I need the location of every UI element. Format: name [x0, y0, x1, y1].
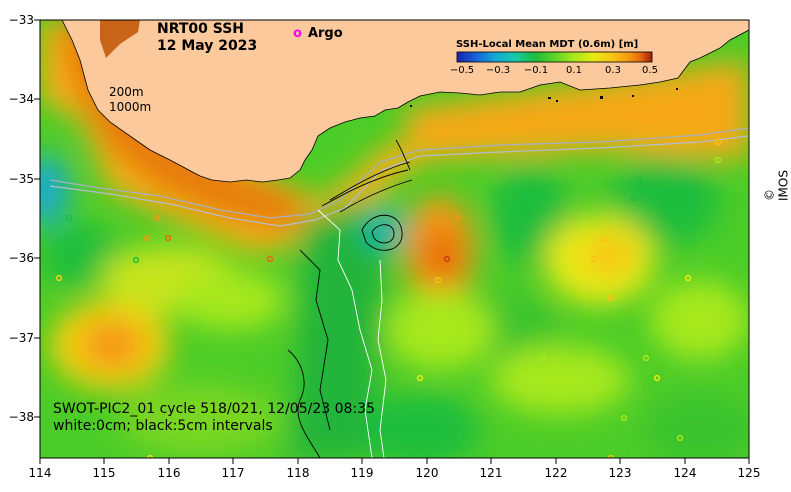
argo-legend-label: Argo — [307, 26, 343, 41]
colorbar-tick: −0.1 — [523, 65, 549, 76]
title-product: NRT00 SSH — [157, 21, 245, 37]
swot-footer: SWOT-PIC2_01 cycle 518/021, 12/05/23 08:… — [53, 401, 375, 435]
isobath-1000m-label: 1000m — [109, 100, 152, 114]
x-tick-label: 118 — [286, 466, 310, 480]
y-tick-label: −33 — [8, 13, 34, 27]
isobath-200m — [49, 127, 749, 219]
x-tick-label: 122 — [544, 466, 568, 480]
swot-pass-info: SWOT-PIC2_01 cycle 518/021, 12/05/23 08:… — [53, 401, 375, 417]
map-title: NRT00 SSH 12 May 2023 — [157, 21, 257, 55]
contour-legend: white:0cm; black:5cm intervals — [53, 418, 273, 434]
x-tick-label: 119 — [350, 466, 374, 480]
swot-contours — [287, 139, 413, 458]
coastline-detail — [410, 88, 678, 107]
x-tick-label: 116 — [157, 466, 181, 480]
x-tick-label: 114 — [28, 466, 52, 480]
isobath-labels: 200m 1000m — [109, 85, 151, 115]
x-tick-label: 124 — [673, 466, 697, 480]
argo-markers — [55, 138, 722, 458]
colorbar-bar — [456, 51, 653, 63]
colorbar-tick: −0.3 — [485, 65, 511, 76]
imos-credit: © IMOS 14-Sep-2025 06:44 Hobart — [762, 170, 791, 201]
x-tick-label: 120 — [415, 466, 439, 480]
colorbar-tick: 0.1 — [566, 65, 582, 76]
argo-legend: o Argo — [293, 26, 343, 41]
isobath-1000m — [49, 135, 749, 227]
colorbar-tick: 0.5 — [642, 65, 658, 76]
y-tick-label: −34 — [8, 92, 34, 106]
x-tick-label: 115 — [92, 466, 116, 480]
colorbar-tick: 0.3 — [605, 65, 621, 76]
colorbar-title: SSH-Local Mean MDT (0.6m) [m] — [456, 39, 639, 50]
y-tick-label: −36 — [8, 251, 34, 265]
plot-frame — [39, 19, 750, 459]
x-tick-label: 123 — [608, 466, 632, 480]
isobath-200m-label: 200m — [109, 85, 144, 99]
x-tick-label: 117 — [221, 466, 245, 480]
title-date: 12 May 2023 — [157, 38, 258, 54]
colorbar-tick: −0.5 — [449, 65, 475, 76]
y-tick-label: −35 — [8, 172, 34, 186]
argo-marker-icon: o — [293, 26, 302, 41]
y-tick-label: −38 — [8, 410, 34, 424]
x-tick-label: 125 — [737, 466, 761, 480]
y-tick-label: −37 — [8, 331, 34, 345]
axis-ticks — [34, 19, 750, 464]
x-tick-label: 121 — [479, 466, 503, 480]
